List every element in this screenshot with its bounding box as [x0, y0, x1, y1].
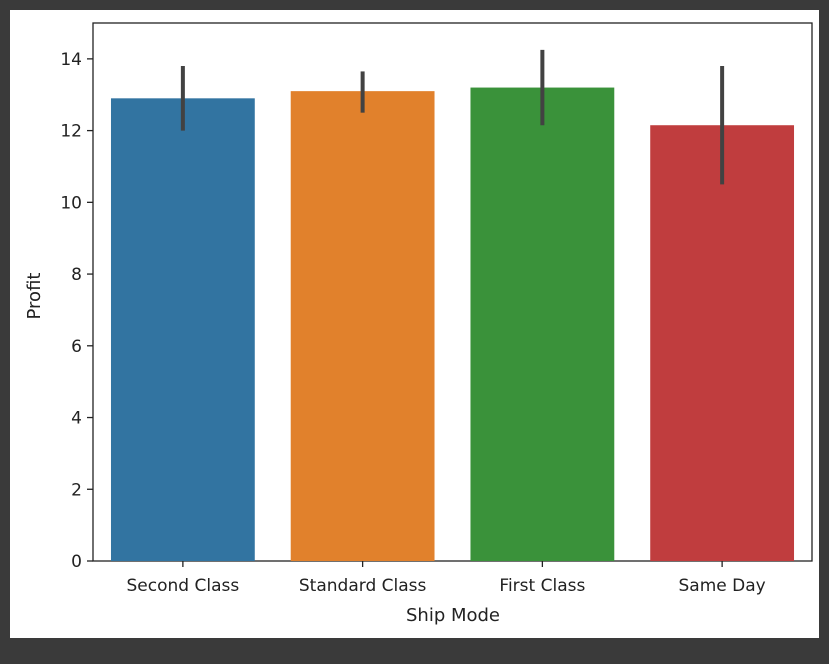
y-tick-label: 8 — [71, 265, 82, 285]
y-axis-label: Profit — [24, 273, 45, 320]
bar — [110, 98, 255, 561]
axes — [92, 22, 813, 562]
error-bars — [180, 49, 725, 185]
y-tick-label: 4 — [71, 409, 82, 429]
y-tick-label: 2 — [71, 480, 82, 500]
x-tick-label: First Class — [499, 576, 585, 596]
bars — [110, 87, 795, 561]
x-tick-label: Same Day — [679, 576, 766, 596]
bar — [470, 87, 615, 561]
bar — [290, 91, 435, 561]
y-tick-label: 0 — [71, 552, 82, 572]
y-tick-label: 12 — [60, 122, 82, 142]
x-tick-label: Second Class — [127, 576, 240, 596]
x-tick-label: Standard Class — [299, 576, 427, 596]
x-axis-label: Ship Mode — [406, 605, 500, 626]
y-tick-label: 14 — [60, 50, 82, 70]
x-ticks: Second Class Standard Class First Class Sam… — [127, 561, 766, 596]
y-ticks: 0 2 4 6 8 10 12 14 — [60, 50, 93, 572]
plot-area-border — [92, 22, 813, 562]
bar — [650, 125, 795, 561]
y-tick-label: 6 — [71, 337, 82, 357]
y-tick-label: 10 — [60, 193, 82, 213]
